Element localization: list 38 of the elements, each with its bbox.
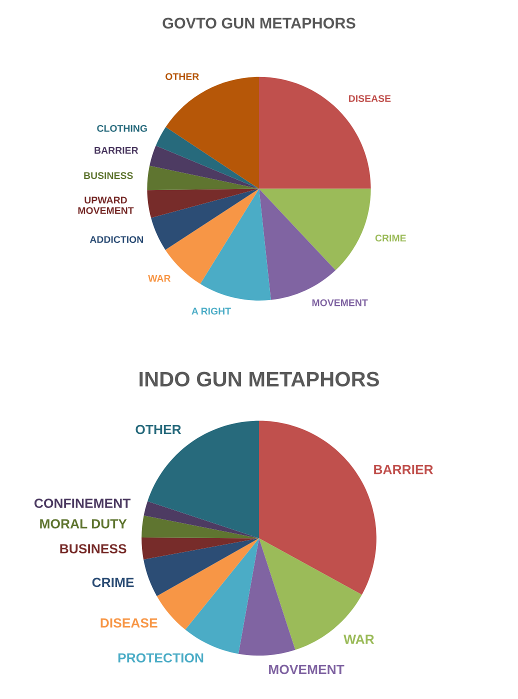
slice-label: MOVEMENT bbox=[269, 664, 344, 674]
pie-slice bbox=[142, 516, 259, 538]
pie-slice bbox=[144, 538, 259, 596]
slice-label: CONFINEMENT bbox=[34, 498, 131, 508]
pie-slice bbox=[147, 188, 259, 218]
pie-slice bbox=[185, 538, 259, 654]
pie-slice bbox=[151, 188, 259, 250]
pie-slice bbox=[150, 146, 259, 189]
slice-label: WAR bbox=[148, 275, 171, 282]
slice-label: MOVEMENT bbox=[312, 299, 368, 306]
chart-title: INDO GUN METAPHORS bbox=[140, 372, 379, 387]
chart-title: GOVTO GUN METAPHORS bbox=[162, 18, 356, 29]
slice-label: CLOTHING bbox=[97, 124, 147, 132]
slice-label: BARRIER bbox=[94, 147, 138, 154]
pie-slice bbox=[238, 538, 296, 656]
pie-slice bbox=[156, 127, 259, 189]
pie-slice bbox=[200, 188, 271, 301]
slice-label: OTHER bbox=[136, 424, 182, 434]
slice-label: PROTECTION bbox=[118, 653, 204, 663]
pie-slice bbox=[259, 188, 371, 270]
slice-label: BUSINESS bbox=[60, 544, 126, 554]
slice-label: DISEASE bbox=[349, 95, 391, 102]
slice-label: MORAL DUTY bbox=[40, 519, 127, 528]
slice-label: ADDICTION bbox=[90, 236, 143, 243]
slice-label: A RIGHT bbox=[192, 308, 231, 315]
pie-slice bbox=[156, 538, 259, 630]
slice-label: OTHER bbox=[166, 73, 199, 80]
pie-slice bbox=[142, 537, 259, 560]
pie-slice bbox=[144, 501, 259, 538]
slice-label: DISEASE bbox=[100, 618, 158, 628]
slice-label: BARRIER bbox=[374, 465, 434, 474]
slice-label: CRIME bbox=[375, 234, 406, 242]
pie-slice bbox=[147, 166, 259, 190]
slice-label: UPWARD MOVEMENT bbox=[78, 196, 134, 214]
slice-label: CRIME bbox=[92, 578, 134, 588]
slice-label: BUSINESS bbox=[84, 172, 133, 180]
pie-slice bbox=[259, 188, 336, 300]
slice-label: WAR bbox=[344, 634, 374, 644]
